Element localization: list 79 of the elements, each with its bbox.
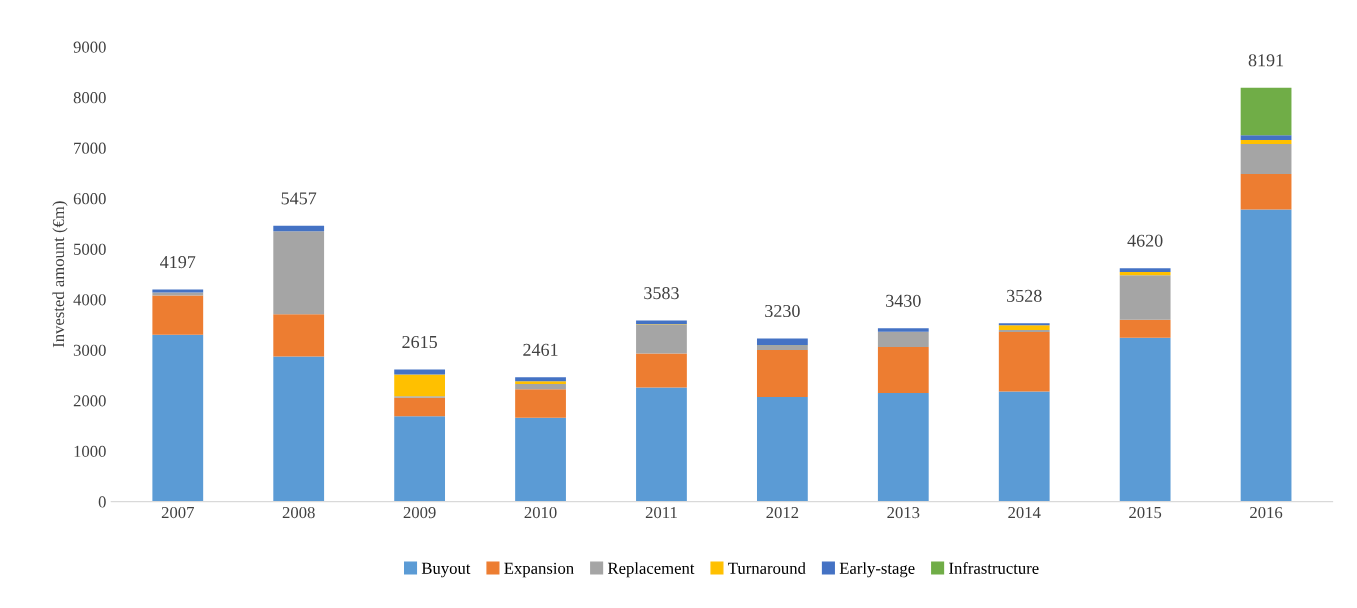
bar — [1240, 140, 1292, 145]
bar — [515, 377, 566, 382]
legend-label: Infrastructure — [949, 562, 1039, 574]
bar — [636, 324, 687, 354]
bar — [877, 392, 929, 502]
total-label: 5457 — [281, 192, 317, 205]
bar — [273, 356, 325, 502]
total-label: 3528 — [1007, 289, 1042, 302]
bar — [273, 314, 325, 357]
legend-label: Expansion — [504, 562, 574, 578]
x-tick-label: 2016 — [1250, 506, 1283, 519]
bar — [1240, 87, 1292, 136]
bar — [394, 374, 446, 397]
x-tick-label: 2009 — [403, 506, 436, 519]
bar — [877, 346, 929, 393]
y-tick-label: 3000 — [73, 344, 106, 356]
total-label: 4197 — [160, 256, 196, 269]
bar — [998, 332, 1050, 392]
bar — [394, 369, 446, 375]
y-tick-label: 1000 — [74, 445, 106, 458]
bar — [998, 330, 1050, 333]
bar — [515, 384, 566, 390]
bar — [998, 391, 1050, 502]
bar — [1119, 268, 1171, 272]
bar — [273, 231, 325, 315]
total-label: 2461 — [523, 343, 558, 356]
y-tick-label: 5000 — [74, 243, 106, 255]
bar — [636, 353, 687, 388]
bar — [877, 331, 929, 347]
y-tick-label: 4000 — [73, 294, 106, 306]
x-tick-label: 2012 — [766, 506, 799, 519]
bar — [756, 338, 808, 346]
total-label: 8191 — [1248, 54, 1284, 67]
total-label: 3583 — [644, 287, 679, 300]
total-label: 4620 — [1127, 234, 1163, 247]
x-tick-label: 2010 — [524, 506, 557, 519]
x-tick-label: 2011 — [645, 506, 677, 519]
bar — [273, 225, 325, 232]
bar — [1119, 319, 1171, 338]
y-tick-label: 0 — [98, 496, 106, 508]
bar — [756, 345, 808, 351]
legend-label: Buyout — [421, 562, 471, 578]
bar — [1240, 173, 1292, 210]
legend-label: Turnaround — [728, 562, 806, 574]
bar — [877, 328, 929, 332]
bar — [152, 295, 204, 335]
x-tick-label: 2007 — [161, 506, 194, 519]
bar — [515, 389, 566, 418]
bar — [756, 397, 808, 502]
y-tick-label: 2000 — [73, 395, 106, 407]
y-tick-label: 8000 — [73, 92, 106, 104]
bar — [998, 325, 1050, 331]
x-tick-label: 2014 — [1008, 506, 1041, 519]
bar — [394, 397, 446, 417]
bar — [515, 381, 566, 385]
bar — [1119, 271, 1171, 276]
bar — [394, 416, 446, 502]
y-tick-label: 9000 — [73, 41, 106, 53]
bar — [1240, 209, 1292, 502]
legend-label: Replacement — [607, 562, 695, 578]
total-label: 2615 — [402, 335, 437, 349]
y-tick-label: 7000 — [74, 142, 106, 154]
legend-label: Early-stage — [839, 562, 915, 578]
bar — [998, 323, 1050, 326]
y-axis-title: Invested amount (€m) — [52, 201, 68, 348]
bar — [1240, 144, 1292, 174]
total-label: 3230 — [765, 304, 800, 318]
bar — [756, 350, 808, 397]
x-tick-label: 2015 — [1129, 506, 1162, 519]
bar — [152, 334, 204, 502]
bar — [515, 417, 566, 502]
bar — [1119, 275, 1171, 320]
x-tick-label: 2013 — [887, 506, 920, 519]
bar — [1119, 337, 1171, 502]
bar — [1240, 135, 1292, 141]
x-tick-label: 2008 — [282, 506, 315, 519]
y-tick-label: 6000 — [73, 193, 106, 205]
total-label: 3430 — [886, 294, 921, 307]
bar — [636, 387, 687, 502]
